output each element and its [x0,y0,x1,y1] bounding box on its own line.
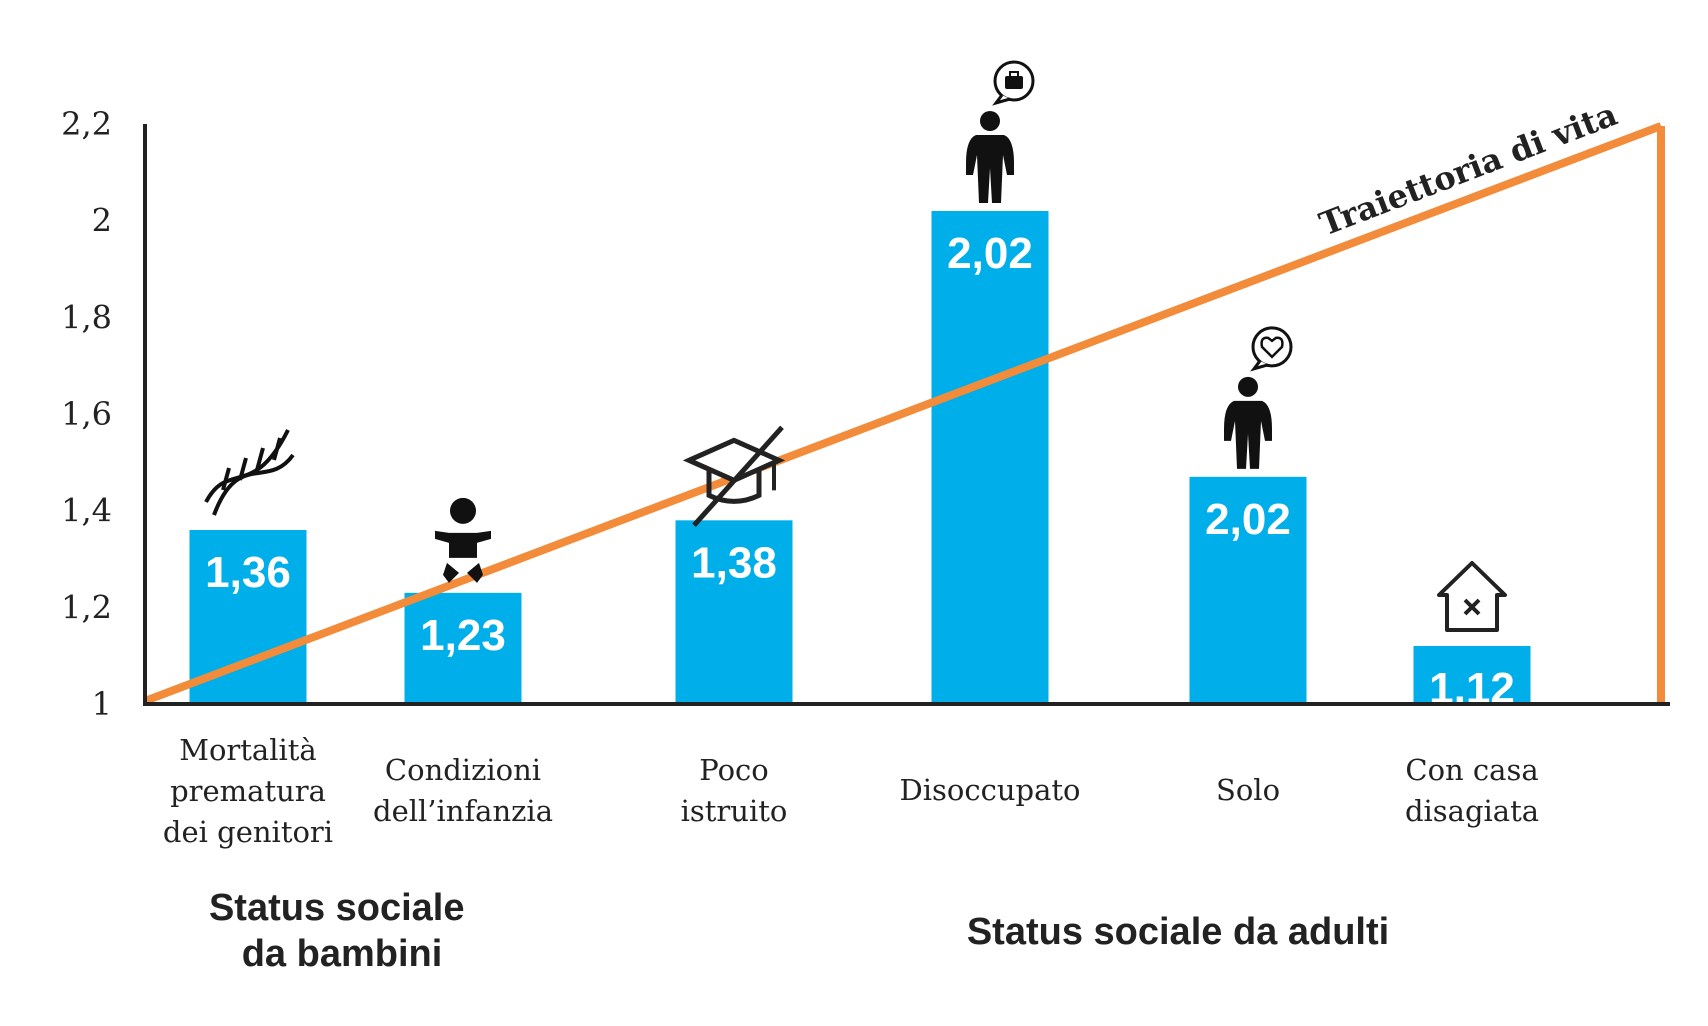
group-label-adults: Status sociale da adulti [967,911,1389,953]
group-label-children: Status sociale da bambini [209,887,475,975]
y-tick-label: 2,2 [61,105,112,143]
bar-value-label: 1,23 [420,611,506,660]
dna-icon [204,429,295,516]
x-category-label: Mortalità prematura dei genitori [163,733,333,849]
person-unemployed-icon [966,60,1035,203]
person-lonely-icon [1224,326,1293,469]
x-category-label: Solo [1216,773,1280,807]
y-tick-label: 1,4 [61,492,112,530]
x-category-label: Con casa disagiata [1405,753,1539,828]
trend-line [143,122,1663,705]
x-category-label: Poco istruito [681,753,788,828]
y-tick-label: 1,8 [61,298,112,336]
y-tick-label: 2 [92,202,112,240]
bar [1189,476,1307,704]
bar [404,592,522,704]
y-tick-label: 1,2 [61,588,112,626]
baby-icon [435,497,491,583]
bar-value-label: 2,02 [947,229,1033,278]
x-category-label: Disoccupato [900,773,1081,807]
bar [675,520,793,704]
y-tick-label: 1,6 [61,395,112,433]
y-tick-label: 1 [92,685,112,723]
crossed-graduation-cap-icon [682,425,786,528]
bar-value-label: 1,36 [205,548,291,597]
bar [931,211,1049,704]
bar-value-label: 1,38 [691,538,777,587]
bar-value-label: 2,02 [1205,495,1291,544]
trend-line-label: Traiettoria di vita [1314,95,1622,243]
house-cross-icon [1437,561,1507,632]
x-category-label: Condizioni dell’infanzia [373,753,553,828]
bar [1413,646,1531,704]
